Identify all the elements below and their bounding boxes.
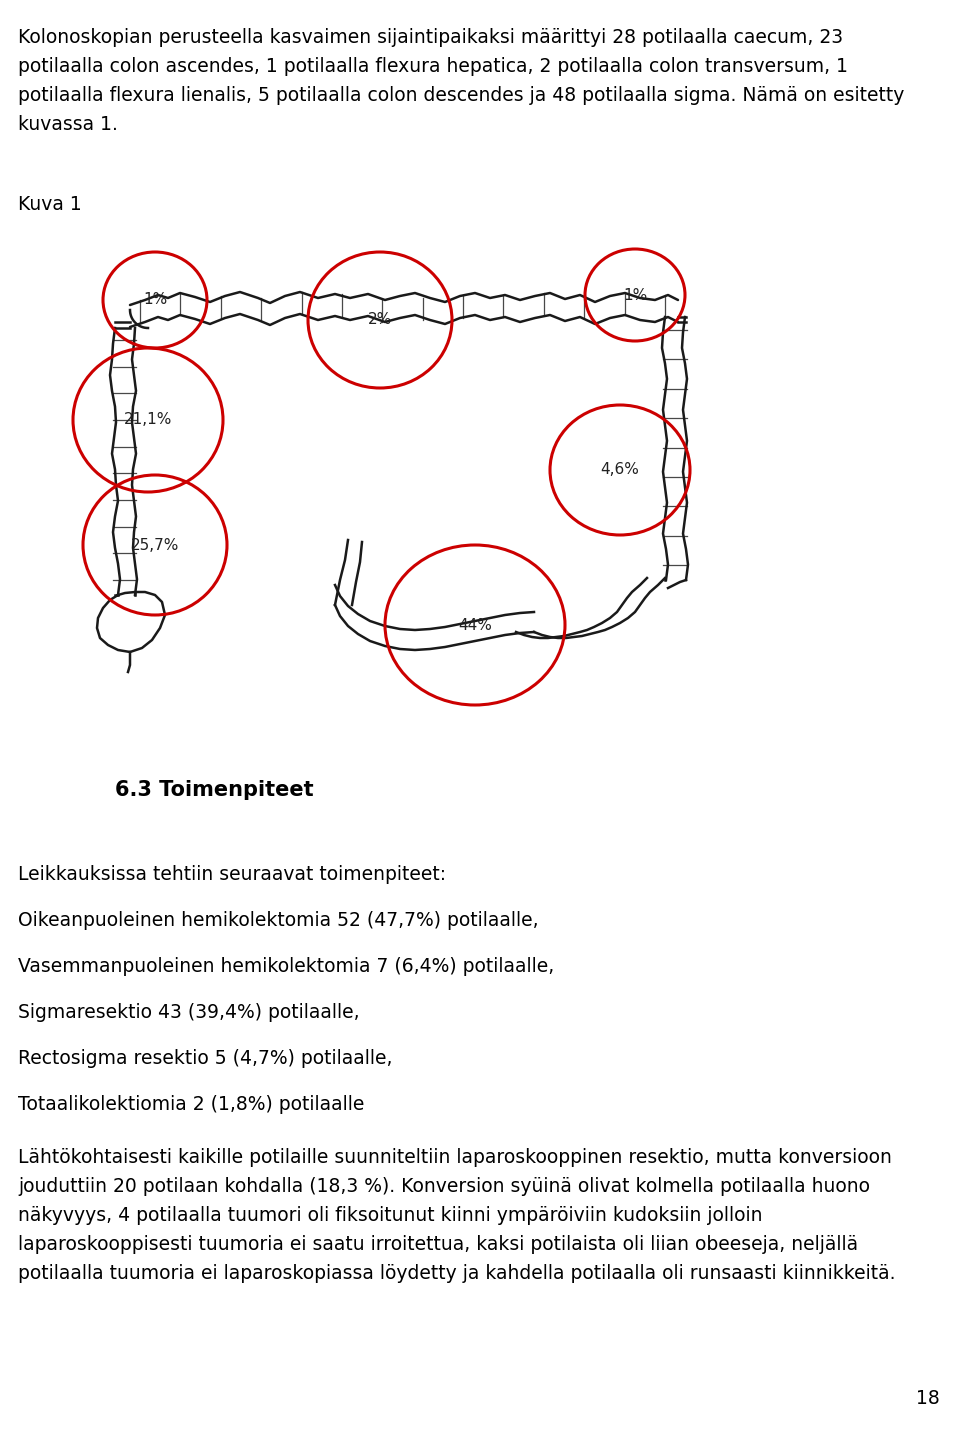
Text: 4,6%: 4,6% xyxy=(601,462,639,478)
Text: jouduttiin 20 potilaan kohdalla (18,3 %). Konversion syüinä olivat kolmella poti: jouduttiin 20 potilaan kohdalla (18,3 %)… xyxy=(18,1178,870,1196)
Text: 21,1%: 21,1% xyxy=(124,412,172,428)
Text: Vasemmanpuoleinen hemikolektomia 7 (6,4%) potilaalle,: Vasemmanpuoleinen hemikolektomia 7 (6,4%… xyxy=(18,956,554,976)
Text: Totaalikolektiomia 2 (1,8%) potilaalle: Totaalikolektiomia 2 (1,8%) potilaalle xyxy=(18,1096,365,1114)
Text: Lähtökohtaisesti kaikille potilaille suunniteltiin laparoskooppinen resektio, mu: Lähtökohtaisesti kaikille potilaille suu… xyxy=(18,1147,892,1167)
Text: Kuva 1: Kuva 1 xyxy=(18,195,82,214)
Text: 1%: 1% xyxy=(143,293,167,307)
Text: potilaalla flexura lienalis, 5 potilaalla colon descendes ja 48 potilaalla sigma: potilaalla flexura lienalis, 5 potilaall… xyxy=(18,86,904,105)
Text: 44%: 44% xyxy=(458,617,492,632)
Text: laparoskooppisesti tuumoria ei saatu irroitettua, kaksi potilaista oli liian obe: laparoskooppisesti tuumoria ei saatu irr… xyxy=(18,1235,858,1254)
Text: Oikeanpuoleinen hemikolektomia 52 (47,7%) potilaalle,: Oikeanpuoleinen hemikolektomia 52 (47,7%… xyxy=(18,910,539,931)
Text: Sigmaresektio 43 (39,4%) potilaalle,: Sigmaresektio 43 (39,4%) potilaalle, xyxy=(18,1002,360,1022)
Text: potilaalla tuumoria ei laparoskopiassa löydetty ja kahdella potilaalla oli runsa: potilaalla tuumoria ei laparoskopiassa l… xyxy=(18,1264,896,1282)
Text: 6.3 Toimenpiteet: 6.3 Toimenpiteet xyxy=(115,780,314,800)
Text: kuvassa 1.: kuvassa 1. xyxy=(18,115,118,134)
Text: 18: 18 xyxy=(916,1389,940,1409)
Text: 25,7%: 25,7% xyxy=(131,537,180,553)
Text: näkyvyys, 4 potilaalla tuumori oli fiksoitunut kiinni ympäröiviin kudoksiin joll: näkyvyys, 4 potilaalla tuumori oli fikso… xyxy=(18,1206,762,1225)
Text: 2%: 2% xyxy=(368,313,392,327)
Text: potilaalla colon ascendes, 1 potilaalla flexura hepatica, 2 potilaalla colon tra: potilaalla colon ascendes, 1 potilaalla … xyxy=(18,57,848,76)
Text: Rectosigma resektio 5 (4,7%) potilaalle,: Rectosigma resektio 5 (4,7%) potilaalle, xyxy=(18,1050,393,1068)
Text: Leikkauksissa tehtiin seuraavat toimenpiteet:: Leikkauksissa tehtiin seuraavat toimenpi… xyxy=(18,864,446,885)
Text: 1%: 1% xyxy=(623,287,647,303)
Text: Kolonoskopian perusteella kasvaimen sijaintipaikaksi määrittyi 28 potilaalla cae: Kolonoskopian perusteella kasvaimen sija… xyxy=(18,27,843,47)
